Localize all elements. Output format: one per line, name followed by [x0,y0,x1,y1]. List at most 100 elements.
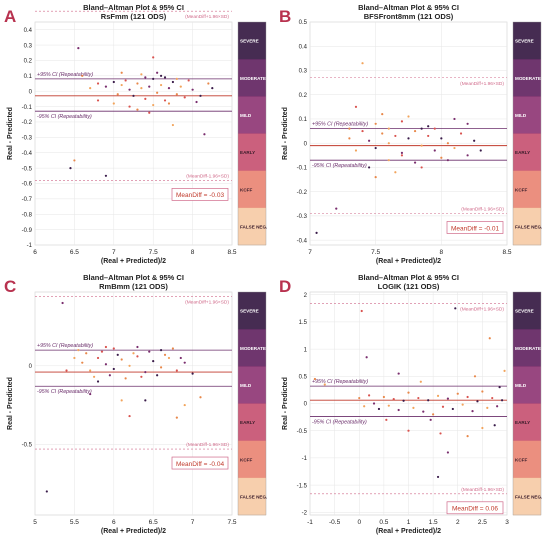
chart-title: Bland–Altman Plot & 95% CI [83,273,184,282]
data-point [65,369,68,372]
data-point [313,377,317,381]
x-axis-label: (Real + Predicted)/2 [101,528,166,535]
data-point [175,416,178,419]
data-point [159,74,163,77]
panel-letter: C [4,277,16,296]
sd-lower-label: (MeanDiff-1.96×SD) [186,442,229,448]
colorbar-label: FALSE NEG. [515,494,542,499]
x-tick-label: 1 [407,519,411,526]
colorbar-segment [238,329,266,367]
chart-subtitle: BFSFront8mm (121 ODS) [364,12,454,21]
y-tick-label: 0.2 [299,93,308,99]
data-point [427,125,430,128]
y-tick-label: -1.5 [297,483,308,489]
data-point [436,475,440,479]
data-point [179,85,182,88]
data-point [140,73,143,76]
data-point [81,74,84,77]
data-point [400,151,404,154]
data-point [120,358,123,361]
x-tick-label: 7.5 [227,519,236,526]
data-point [77,349,80,352]
x-tick-label: 0.5 [379,519,388,526]
data-point [491,396,494,400]
colorbar-label: KCFF [240,187,252,192]
data-point [361,129,364,133]
colorbar-label: KCFF [240,457,252,462]
data-point [433,127,436,130]
data-point [407,429,410,432]
x-tick-label: 3 [505,519,509,526]
colorbar-segment [238,403,266,441]
data-point [456,392,459,395]
data-point [144,399,147,402]
data-point [191,372,194,375]
colorbar-label: MODERATE [240,76,266,81]
chart-title: Bland–Altman Plot & 95% CI [83,3,184,12]
colorbar: SEVERE MODERATE MILD EARLY KCFF FALSE NEG. [512,291,542,516]
colorbar-segment [513,59,541,97]
data-point [85,352,88,355]
plot-area [309,21,508,246]
meandiff-label: MeanDiff = -0.01 [451,225,500,232]
y-tick-label: 1.5 [299,320,308,326]
data-point [486,406,489,409]
colorbar-label: KCFF [515,457,527,462]
data-point [429,418,432,421]
data-point [112,80,115,84]
data-point [453,117,456,121]
data-point [427,134,430,138]
data-point [128,364,131,367]
data-point [73,356,76,360]
panel-letter: B [279,7,291,26]
colorbar-segment [238,440,266,479]
x-tick-label: -1 [307,519,313,526]
data-point [420,144,423,147]
data-point [167,87,171,90]
data-point [461,403,464,406]
data-point [207,82,210,85]
data-point [104,174,108,177]
data-point [112,367,115,371]
y-tick-label: -2 [302,510,308,516]
x-tick-label: 5.5 [70,519,79,526]
data-point [432,413,435,416]
y-tick-label: -0.3 [22,136,33,142]
y-tick-label: 0 [304,402,308,408]
data-point [96,380,100,383]
data-point [433,149,436,152]
colorbar-label: EARLY [240,150,255,155]
data-point [120,71,123,74]
y-axis-label: Real - Predicted [7,377,14,430]
data-point [96,356,100,360]
colorbar-label: EARLY [240,420,255,425]
data-point [436,394,440,397]
data-point [148,85,151,88]
data-point [466,435,469,438]
colorbar-segment [238,477,266,516]
data-point [377,407,381,411]
y-tick-label: 0.3 [24,43,33,49]
colorbar-segment [238,96,266,134]
data-point [61,301,64,305]
x-tick-label: 7.5 [371,249,380,256]
meandiff-box [446,221,504,234]
data-point [144,76,147,79]
data-point [128,414,131,418]
data-point [476,400,479,403]
y-axis-label: Real - Predicted [282,377,289,430]
data-point [419,380,422,383]
colorbar-border [512,291,542,516]
data-point [493,424,496,427]
ci-upper-label: +95% CI (Repeatability) [37,72,93,78]
data-point [365,356,368,359]
data-point [446,451,449,454]
colorbar-label: EARLY [515,420,530,425]
data-point [348,127,351,130]
x-tick-label: 7 [112,249,116,256]
data-point [140,375,143,378]
meandiff-box [171,188,229,201]
